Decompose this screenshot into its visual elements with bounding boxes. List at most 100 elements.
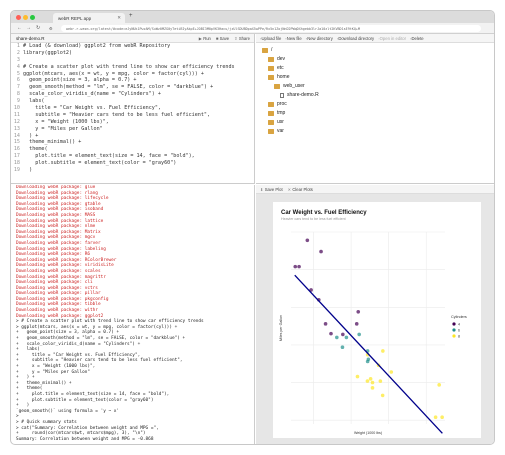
code-text: title = "Car Weight vs. Fuel Efficiency"… [23, 105, 162, 112]
save-plot-button[interactable]: ⬇ Save Plot [260, 187, 283, 192]
back-icon[interactable]: ← [17, 25, 22, 31]
code-line: 13 y = "Miles per Gallon" [11, 126, 254, 133]
clear-plots-icon: ✕ [287, 187, 293, 192]
console-line: + y = "Miles per Gallon" [16, 369, 91, 375]
console-download-line: Downloading webR package: cli [16, 280, 93, 286]
code-line: 14 ) + [11, 133, 254, 140]
tree-item-usr[interactable]: usr [262, 118, 319, 127]
new-file-button[interactable]: ▫New file [285, 36, 302, 41]
code-line: 9 labs( [11, 98, 254, 105]
legend-swatch [452, 322, 456, 326]
data-point [433, 415, 438, 420]
data-point [380, 393, 385, 398]
browser-window: webR REPL app ✕ + ← → ↻ ⚙ webr.r-wasm.or… [10, 10, 495, 445]
code-line: 16 theme( [11, 146, 254, 153]
console-download-line: Downloading webR package: ggplot2 [16, 313, 104, 319]
new-file-label: New file [286, 36, 302, 41]
tree-item-web-user[interactable]: web_user [262, 82, 319, 91]
line-number: 13 [13, 125, 20, 132]
plot-pane: ⬇ Save Plot ✕ Clear Plots Car Weight vs. … [256, 185, 494, 444]
data-point [355, 374, 360, 379]
tree-item-var[interactable]: var [262, 127, 319, 136]
line-number: 18 [13, 160, 20, 167]
new-directory-button[interactable]: ▫New directory [305, 36, 333, 41]
code-text: library(ggplot2) [23, 49, 73, 56]
file-tree: / dev etc home web_user share-demo.R proc tmp us… [262, 46, 319, 136]
new-tab-icon[interactable]: + [129, 13, 133, 19]
maximize-window-icon[interactable] [30, 15, 35, 20]
console-line: + geom_smooth(method = "lm", se = FALSE,… [16, 336, 186, 342]
console-download-line: Downloading webR package: nlme [16, 224, 96, 230]
save-plot-label: Save Plot [264, 187, 283, 192]
tree-item-[interactable]: / [262, 46, 319, 55]
share-icon: ⇧ [234, 36, 239, 41]
save-button[interactable]: ■ Save [216, 36, 229, 41]
forward-icon[interactable]: → [26, 25, 31, 31]
close-window-icon[interactable] [16, 15, 21, 20]
clear-plots-button[interactable]: ✕ Clear Plots [287, 187, 313, 192]
code-text: # Load (& download) ggplot2 from webR Re… [23, 43, 171, 49]
legend-label: 6 [458, 328, 460, 332]
address-bar: ← → ↻ ⚙ webr.r-wasm.org/latest/#code=eJy… [11, 23, 494, 34]
download-directory-button[interactable]: ▫Download directory [337, 36, 374, 41]
folder-icon [268, 111, 274, 116]
tree-item-proc[interactable]: proc [262, 100, 319, 109]
tree-item-label: / [271, 47, 273, 53]
reload-icon[interactable]: ↻ [36, 25, 41, 31]
code-line: 2 library(ggplot2) [11, 50, 254, 57]
console-download-line: Downloading webR package: lifecycle [16, 196, 109, 202]
console-line: + labs( [16, 347, 40, 353]
editor-file-tab[interactable]: share-demo.R [16, 36, 45, 41]
tree-item-etc[interactable]: etc [262, 64, 319, 73]
data-point [305, 238, 310, 243]
share-button[interactable]: ⇧ Share [234, 36, 250, 41]
console-line: + plot.subtitle = element_text(color = "… [16, 397, 154, 403]
open-in-editor-icon: ▫ [378, 36, 380, 41]
console-download-line: Downloading webR package: Matrix [16, 229, 101, 235]
line-number: 8 [16, 91, 20, 98]
new-directory-icon: ▫ [305, 36, 308, 41]
tree-item-share-demo-r[interactable]: share-demo.R [262, 91, 319, 100]
line-number: 14 [13, 132, 20, 139]
console-download-line: Downloading webR package: isoband [16, 207, 104, 213]
tree-item-label: var [277, 128, 284, 134]
delete-button[interactable]: ▫Delete [409, 36, 424, 41]
console-line: + title = "Car Weight vs. Fuel Efficienc… [16, 352, 141, 358]
line-number: 3 [16, 56, 20, 63]
line-number: 4 [16, 63, 20, 70]
upload-file-button[interactable]: ▫Upload file [260, 36, 281, 41]
code-text: subtitle = "Heavier cars tend to be less… [23, 111, 211, 118]
tab-close-icon[interactable]: ✕ [117, 15, 121, 20]
data-point [356, 310, 361, 314]
run-button[interactable]: ▶ Run [199, 36, 211, 41]
code-editor[interactable]: 1 # Load (& download) ggplot2 from webR R… [11, 43, 254, 183]
folder-icon [262, 48, 268, 53]
new-file-icon: ▫ [285, 36, 287, 41]
file-browser-pane: ▫Upload file ▫New file ▫New directory ▫Down… [256, 34, 494, 184]
code-line: 4 # Create a scatter plot with trend line… [11, 64, 254, 71]
tree-item-label: web_user [283, 83, 305, 89]
code-line: 17 plot.title = element_text(size = 14, … [11, 153, 254, 160]
tree-item-home[interactable]: home [262, 73, 319, 82]
tree-item-tmp[interactable]: tmp [262, 109, 319, 118]
data-point [293, 264, 298, 269]
site-info-icon[interactable]: ⚙ [49, 26, 53, 31]
data-point [335, 335, 339, 340]
console-download-line: Downloading webR package: tibble [16, 302, 101, 308]
data-point [319, 249, 323, 254]
browser-tab[interactable]: webR REPL app ✕ [53, 13, 125, 23]
tree-item-dev[interactable]: dev [262, 55, 319, 64]
minimize-window-icon[interactable] [23, 15, 28, 20]
console-download-line: Downloading webR package: rlang [16, 190, 98, 196]
data-point [389, 370, 394, 374]
console-line: > ggplot(mtcars, aes(x = wt, y = mpg, co… [16, 324, 178, 330]
console-download-line: Downloading webR package: glue [16, 185, 96, 190]
file-toolbar: ▫Upload file ▫New file ▫New directory ▫Down… [256, 34, 494, 43]
legend-swatch [452, 334, 456, 338]
file-icon [280, 93, 284, 98]
folder-icon [268, 75, 274, 80]
delete-icon: ▫ [409, 36, 412, 41]
code-line: 18 plot.subtitle = element_text(color = … [11, 160, 254, 167]
console-pane[interactable]: Downloading webR package: glue Downloadin… [11, 185, 255, 444]
url-input[interactable]: webr.r-wasm.org/latest/#code=eJyNUk1PwzA… [61, 25, 481, 32]
